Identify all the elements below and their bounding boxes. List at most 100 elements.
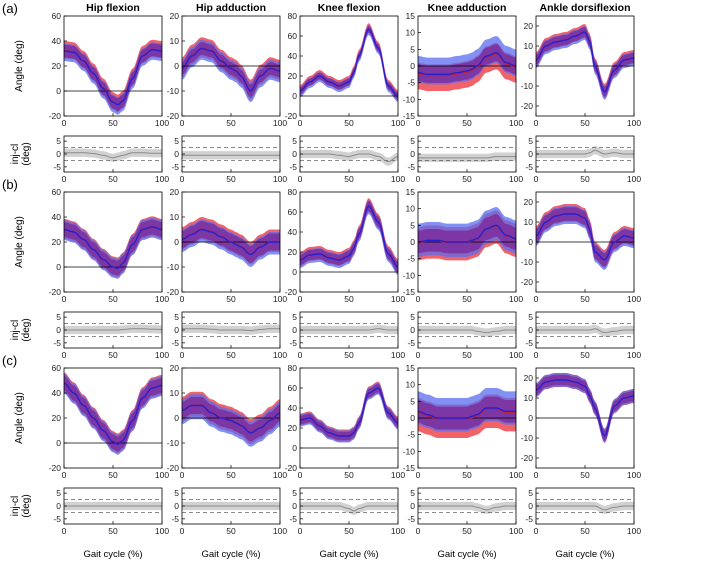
- x-tick-label: 50: [344, 294, 354, 304]
- x-tick-label: 0: [62, 118, 67, 128]
- x-tick-label: 100: [627, 294, 641, 304]
- y-tick-label: 20: [288, 71, 298, 81]
- y-tick-label: 20: [170, 11, 180, 21]
- x-tick-label: 100: [509, 118, 523, 128]
- x-tick-label: 100: [391, 470, 405, 480]
- contralateral-mean-line: [536, 379, 634, 438]
- y-tick-label: 10: [406, 380, 416, 390]
- overlap-band: [64, 375, 162, 452]
- y-tick-label: 60: [52, 363, 62, 373]
- panel-data: [536, 24, 634, 100]
- diff-x-tick-label: 0: [298, 526, 303, 536]
- overlap-band: [418, 396, 516, 430]
- diff-y-tick-label: 0: [410, 149, 415, 159]
- y-tick-label: 0: [56, 86, 61, 96]
- difference-mean-line: [300, 153, 398, 163]
- diff-x-tick-label: 0: [534, 526, 539, 536]
- diff-y-label: inj-cl: [10, 144, 21, 165]
- diff-x-tick-label: 0: [180, 526, 185, 536]
- diff-panel: 50-50 50 100: [289, 135, 405, 184]
- diff-x-tick-label: 50: [344, 350, 354, 360]
- column-title: Knee adduction: [428, 2, 507, 14]
- y-tick-label: -15: [403, 463, 416, 473]
- diff-y-tick-label: -5: [525, 162, 533, 172]
- difference-band: [300, 149, 398, 166]
- angle-y-label: Angle (deg): [14, 392, 25, 444]
- panel-data: [300, 381, 398, 449]
- diff-y-tick-label: -5: [407, 162, 415, 172]
- diff-x-tick-label: 50: [580, 526, 590, 536]
- diff-y-tick-label: 5: [410, 312, 415, 322]
- diff-panel: 50-50 50 100: [407, 487, 523, 536]
- diff-panel: 50-50 50 100: [525, 487, 641, 536]
- contralateral-mean-line: [182, 228, 280, 256]
- diff-data: [536, 323, 634, 337]
- panel-data: [64, 216, 162, 279]
- y-tick-label: -20: [521, 277, 534, 287]
- y-tick-label: 40: [52, 388, 62, 398]
- diff-x-tick-label: 0: [298, 174, 303, 184]
- diff-x-tick-label: 50: [580, 174, 590, 184]
- diff-x-tick-label: 50: [226, 174, 236, 184]
- difference-band: [418, 325, 516, 337]
- diff-x-tick-label: 100: [627, 526, 641, 536]
- diff-y-tick-label: 0: [56, 501, 61, 511]
- y-tick-label: 20: [288, 423, 298, 433]
- diff-x-tick-label: 100: [509, 526, 523, 536]
- y-tick-label: 20: [52, 413, 62, 423]
- diff-y-tick-label: 0: [410, 501, 415, 511]
- row-label: (b): [2, 177, 18, 192]
- x-tick-label: 50: [462, 118, 472, 128]
- diff-y-tick-label: 0: [528, 325, 533, 335]
- diff-x-tick-label: 100: [273, 350, 287, 360]
- y-tick-label: 10: [524, 217, 534, 227]
- y-tick-label: -5: [407, 254, 415, 264]
- diff-y-tick-label: 5: [410, 136, 415, 146]
- overlap-band: [300, 200, 398, 273]
- diff-y-tick-label: 0: [528, 149, 533, 159]
- diff-y-tick-label: -5: [289, 162, 297, 172]
- x-tick-label: 50: [344, 470, 354, 480]
- x-tick-label: 50: [226, 294, 236, 304]
- diff-data: [64, 499, 162, 513]
- diff-x-tick-label: 50: [580, 350, 590, 360]
- diff-data: [418, 147, 516, 162]
- x-tick-label: 50: [226, 470, 236, 480]
- diff-data: [182, 323, 280, 337]
- diff-x-tick-label: 100: [627, 174, 641, 184]
- x-tick-label: 50: [462, 470, 472, 480]
- x-tick-label: 50: [108, 118, 118, 128]
- y-tick-label: -10: [167, 262, 180, 272]
- diff-y-tick-label: -5: [289, 514, 297, 524]
- angle-y-label: Angle (deg): [14, 216, 25, 268]
- diff-x-tick-label: 100: [391, 174, 405, 184]
- x-tick-label: 0: [534, 294, 539, 304]
- panel-data: [536, 204, 634, 270]
- y-tick-label: -20: [285, 463, 298, 473]
- x-tick-label: 0: [62, 294, 67, 304]
- diff-data: [300, 147, 398, 166]
- x-tick-label: 50: [108, 470, 118, 480]
- y-tick-label: 20: [52, 61, 62, 71]
- y-tick-label: 10: [170, 212, 180, 222]
- diff-panel: 50-50 50 100: [289, 311, 405, 360]
- contralateral-mean-line: [182, 404, 280, 434]
- x-tick-label: 50: [226, 118, 236, 128]
- y-tick-label: 10: [406, 28, 416, 38]
- x-tick-label: 50: [580, 294, 590, 304]
- injured-mean-line: [418, 408, 516, 420]
- difference-mean-line: [64, 152, 162, 159]
- diff-y-tick-label: -5: [525, 514, 533, 524]
- diff-y-tick-label: 5: [292, 312, 297, 322]
- injured-sd-band: [300, 23, 398, 100]
- y-tick-label: -5: [407, 78, 415, 88]
- difference-mean-line: [300, 505, 398, 512]
- diff-data: [64, 323, 162, 337]
